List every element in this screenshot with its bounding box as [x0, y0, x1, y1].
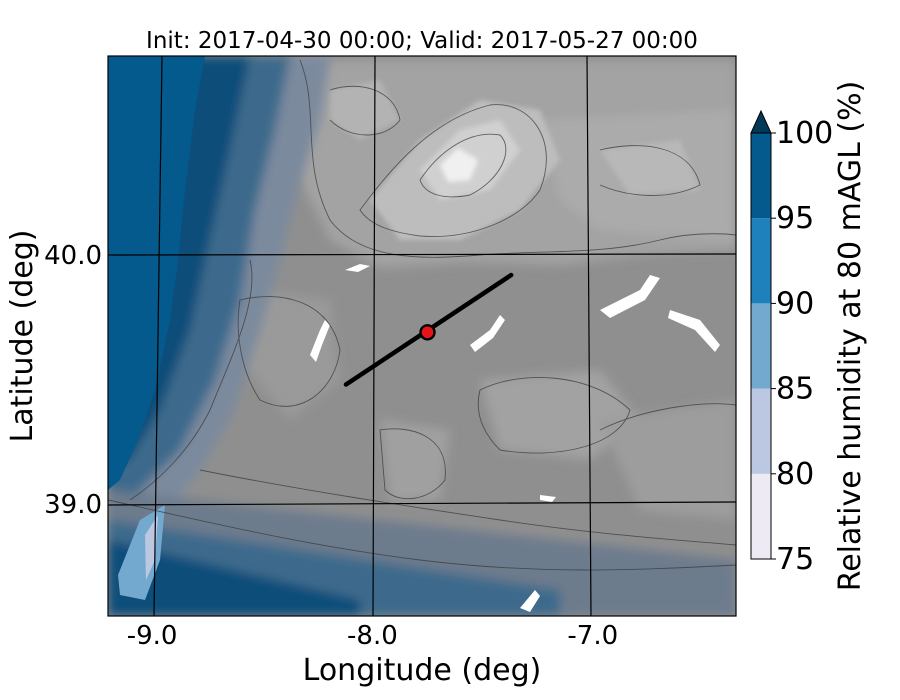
- graticule: [108, 56, 736, 616]
- colorbar-segment: [751, 388, 771, 474]
- y-tick-label: 39.0: [44, 490, 102, 520]
- site-marker: [419, 324, 436, 341]
- map-title: Init: 2017-04-30 00:00; Valid: 2017-05-2…: [146, 28, 698, 54]
- y-tick-label: 40.0: [44, 241, 102, 271]
- x-axis-ticks: -9.0 -8.0 -7.0: [127, 621, 618, 651]
- colorbar-tick-label: 85: [776, 372, 814, 407]
- colorbar-segment: [751, 303, 771, 389]
- x-tick-label: -7.0: [567, 621, 618, 651]
- terrain-mountains: [330, 80, 700, 240]
- map-area: [108, 56, 736, 616]
- x-tick-label: -8.0: [347, 621, 398, 651]
- colorbar: 75 80 85 90 95 100: [750, 109, 833, 577]
- gridline-lon-minus8: [372, 56, 376, 616]
- colorbar-segment: [751, 218, 771, 304]
- colorbar-extend-arrow: [750, 109, 772, 134]
- river-gaps: [310, 264, 720, 612]
- colorbar-frame: [750, 132, 772, 560]
- x-tick-label: -9.0: [127, 621, 178, 651]
- colorbar-tick-label: 75: [776, 542, 814, 577]
- colorbar-label: Relative humidity at 80 mAGL (%): [833, 81, 868, 592]
- colorbar-tick-label: 80: [776, 457, 814, 492]
- colorbar-segment: [751, 133, 771, 219]
- colorbar-tick-label: 95: [776, 201, 814, 236]
- colorbar-segment: [751, 473, 771, 559]
- contour-lines: [108, 59, 736, 571]
- gridline-lat-39: [108, 501, 736, 506]
- colorbar-tick-label: 90: [776, 286, 814, 321]
- gridline-lon-minus9: [153, 56, 163, 616]
- x-axis-label: Longitude (deg): [303, 653, 542, 688]
- y-axis-ticks: 40.0 39.0: [44, 241, 102, 520]
- sea-area: [108, 56, 205, 490]
- y-axis-label: Latitude (deg): [5, 230, 40, 443]
- colorbar-tick-label: 100: [776, 116, 833, 151]
- gridline-lat-40: [108, 253, 736, 256]
- gridline-lon-minus7: [586, 56, 592, 616]
- map-frame: [107, 55, 737, 617]
